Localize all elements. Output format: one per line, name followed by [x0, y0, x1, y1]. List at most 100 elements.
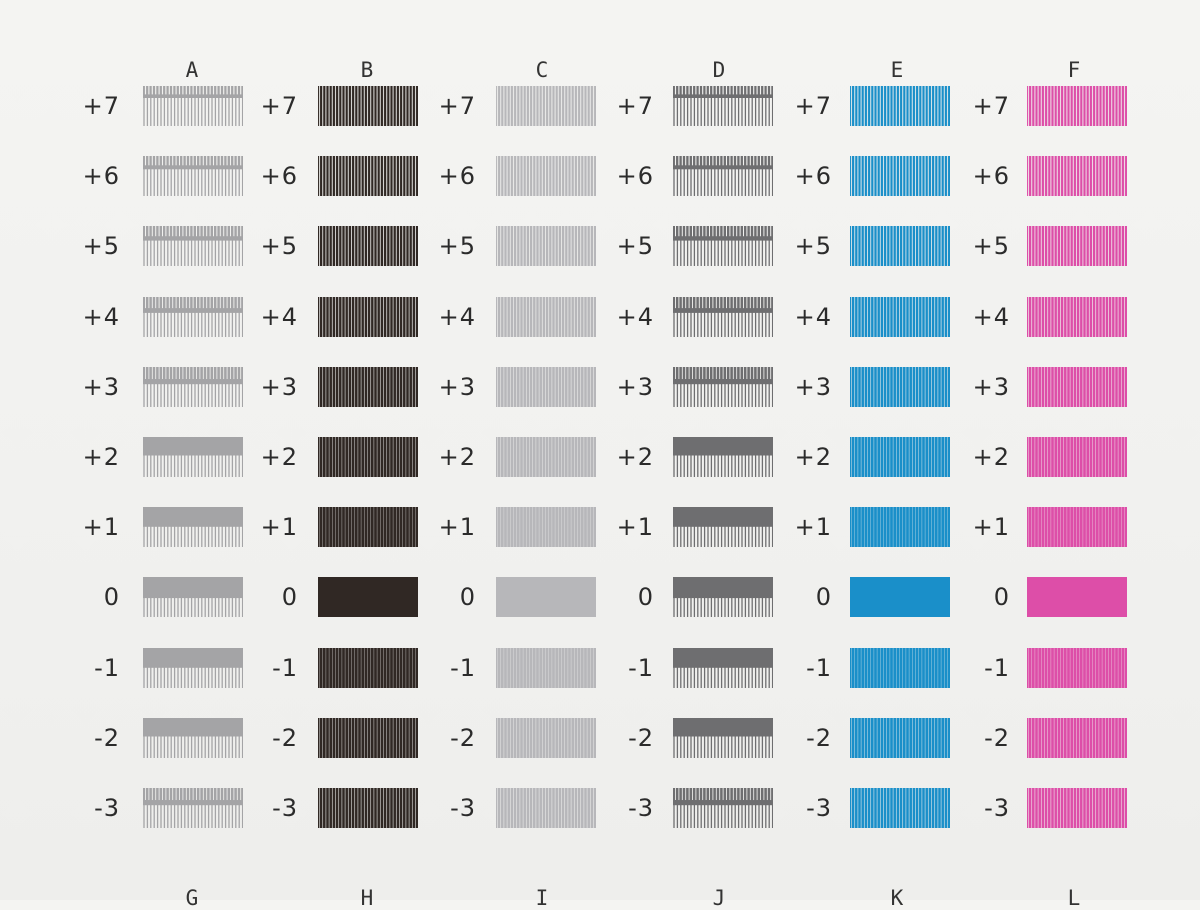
test-patch-f: [1027, 86, 1127, 126]
test-patch-b: [318, 577, 418, 618]
test-patch-e: [850, 437, 950, 477]
test-patch-e: [850, 507, 950, 548]
row-label: 0: [281, 583, 298, 612]
row-label: +1: [260, 513, 298, 542]
column-header-d: D: [712, 58, 726, 82]
row-label: -2: [984, 723, 1010, 752]
test-patch-c: [496, 296, 596, 337]
bottom-column-header-k: K: [890, 886, 904, 910]
test-patch-d: [673, 86, 773, 126]
test-patch-e: [850, 86, 950, 126]
row-label: -2: [272, 723, 298, 752]
test-patch-f: [1027, 366, 1127, 407]
test-patch-c: [496, 788, 596, 828]
row-label: +1: [972, 513, 1010, 542]
column-header-a: A: [185, 58, 199, 82]
bottom-column-header-i: I: [535, 886, 549, 910]
row-label: +6: [616, 162, 654, 191]
row-label: +3: [260, 372, 298, 401]
row-label: +5: [616, 232, 654, 261]
row-label: +1: [794, 513, 832, 542]
test-patch-a: [143, 788, 243, 828]
row-label: +3: [794, 372, 832, 401]
test-patch-a: [143, 226, 243, 267]
column-header-c: C: [535, 58, 549, 82]
test-patch-d: [673, 717, 773, 758]
test-patch-d: [673, 156, 773, 197]
test-patch-d: [673, 788, 773, 828]
test-patch-c: [496, 717, 596, 758]
test-patch-f: [1027, 647, 1127, 688]
test-patch-c: [496, 507, 596, 548]
test-patch-c: [496, 366, 596, 407]
test-patch-a: [143, 296, 243, 337]
row-label: -1: [94, 653, 120, 682]
row-label: -2: [806, 723, 832, 752]
row-label: 0: [993, 583, 1010, 612]
bottom-column-header-h: H: [360, 886, 374, 910]
test-patch-f: [1027, 437, 1127, 477]
row-label: -1: [450, 653, 476, 682]
bottom-column-header-l: L: [1067, 886, 1081, 910]
test-patch-c: [496, 156, 596, 197]
test-patch-f: [1027, 717, 1127, 758]
row-label: +1: [82, 513, 120, 542]
row-label: +7: [794, 92, 832, 120]
test-patch-e: [850, 577, 950, 618]
test-patch-b: [318, 717, 418, 758]
row-label: 0: [637, 583, 654, 612]
test-patch-b: [318, 86, 418, 126]
row-label: -3: [628, 794, 654, 822]
test-patch-f: [1027, 507, 1127, 548]
row-label: +5: [82, 232, 120, 261]
test-patch-d: [673, 296, 773, 337]
test-patch-b: [318, 507, 418, 548]
row-label: -3: [806, 794, 832, 822]
column-header-f: F: [1067, 58, 1081, 82]
test-patch-a: [143, 647, 243, 688]
test-patch-e: [850, 226, 950, 267]
test-patch-f: [1027, 296, 1127, 337]
row-label: +2: [260, 443, 298, 471]
row-label: -1: [628, 653, 654, 682]
row-label: +2: [972, 443, 1010, 471]
test-patch-a: [143, 366, 243, 407]
row-label: +5: [438, 232, 476, 261]
row-label: +2: [82, 443, 120, 471]
test-patch-b: [318, 156, 418, 197]
test-patch-c: [496, 226, 596, 267]
row-label: +4: [794, 302, 832, 331]
test-patch-c: [496, 647, 596, 688]
test-patch-b: [318, 437, 418, 477]
test-patch-e: [850, 156, 950, 197]
row-label: +3: [82, 372, 120, 401]
row-label: -2: [628, 723, 654, 752]
test-patch-c: [496, 86, 596, 126]
test-patch-d: [673, 437, 773, 477]
row-label: -2: [94, 723, 120, 752]
row-label: +5: [972, 232, 1010, 261]
row-label: -1: [984, 653, 1010, 682]
row-label: +2: [794, 443, 832, 471]
row-label: +4: [616, 302, 654, 331]
test-patch-f: [1027, 156, 1127, 197]
test-patch-f: [1027, 788, 1127, 828]
test-patch-d: [673, 647, 773, 688]
row-label: +6: [260, 162, 298, 191]
test-patch-a: [143, 577, 243, 618]
test-patch-e: [850, 366, 950, 407]
row-label: -2: [450, 723, 476, 752]
row-label: -3: [272, 794, 298, 822]
test-patch-d: [673, 366, 773, 407]
row-label: -3: [94, 794, 120, 822]
row-label: -3: [984, 794, 1010, 822]
test-patch-d: [673, 226, 773, 267]
row-label: +2: [438, 443, 476, 471]
bottom-column-header-g: G: [185, 886, 199, 910]
row-label: +7: [82, 92, 120, 120]
row-label: +7: [260, 92, 298, 120]
test-patch-e: [850, 717, 950, 758]
row-label: +6: [438, 162, 476, 191]
row-label: +6: [82, 162, 120, 191]
